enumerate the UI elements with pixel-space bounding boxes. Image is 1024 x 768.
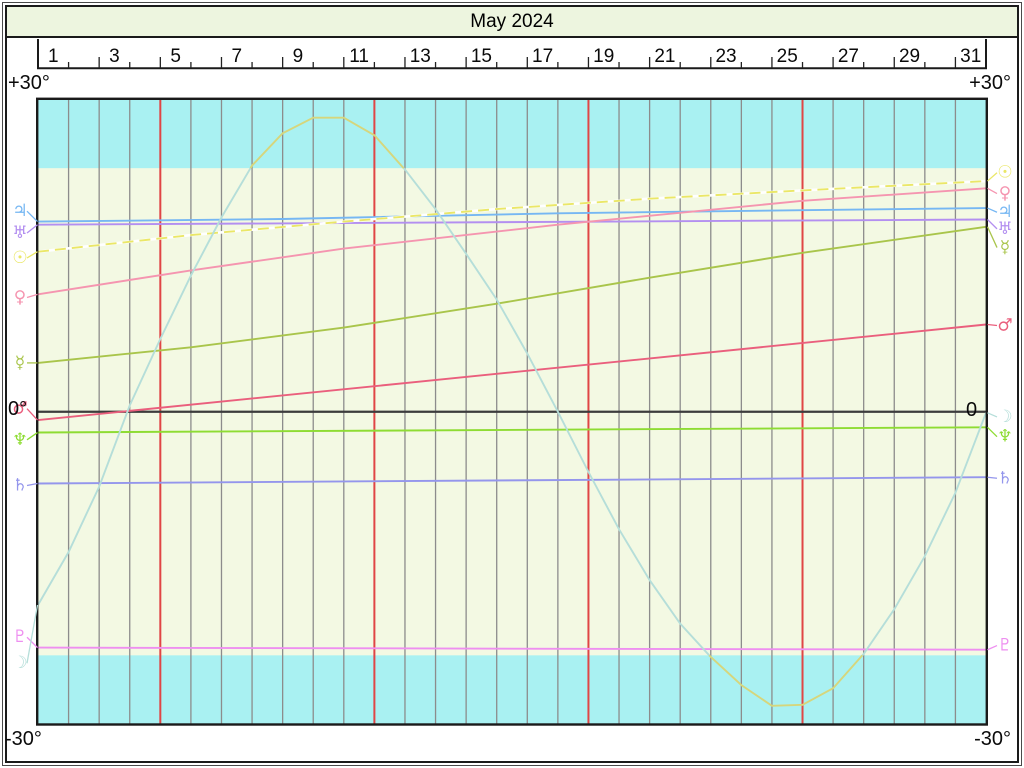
moon-declination-line xyxy=(861,412,987,656)
pluto-left-leader xyxy=(26,636,38,649)
saturn-declination-line xyxy=(37,476,987,485)
neptune-symbol-right: ♆ xyxy=(997,427,1012,447)
jupiter-symbol-right: ♃ xyxy=(997,202,1012,222)
neptune-right-leader xyxy=(987,426,998,438)
neptune-declination-line xyxy=(37,426,987,434)
saturn-symbol-right: ♄ xyxy=(997,468,1012,488)
uranus-symbol-right: ♅ xyxy=(997,219,1012,239)
neptune-symbol-left: ♆ xyxy=(12,430,27,450)
uranus-left-leader xyxy=(26,224,38,234)
uranus-right-leader xyxy=(987,219,998,230)
mars-symbol-left: ♂ xyxy=(12,399,27,419)
day-label: 21 xyxy=(654,46,675,67)
day-label: 1 xyxy=(48,46,59,67)
day-label: 5 xyxy=(170,46,181,67)
jupiter-symbol-left: ♃ xyxy=(12,201,27,221)
y-axis-label-top-right: +30° xyxy=(969,72,1011,94)
moon-declination-line xyxy=(403,167,710,656)
pluto-declination-line xyxy=(37,646,987,651)
moon-left-leader xyxy=(26,604,39,664)
day-label: 17 xyxy=(532,46,553,67)
moon-symbol-left: ☽ xyxy=(12,653,27,673)
y-axis-label-zero-left: 0° xyxy=(8,398,28,420)
day-label: 13 xyxy=(410,46,431,67)
chart-border xyxy=(36,97,988,726)
mercury-right-leader xyxy=(986,226,998,248)
mars-left-leader xyxy=(26,408,38,421)
jupiter-declination-line xyxy=(37,207,987,223)
sun-right-leader xyxy=(987,172,998,182)
venus-symbol-right: ♀ xyxy=(999,184,1011,204)
sun-symbol-left: ☉ xyxy=(12,248,27,268)
page-title: May 2024 xyxy=(470,10,554,32)
sun-symbol-right: ☉ xyxy=(997,163,1012,183)
day-label: 15 xyxy=(471,46,492,67)
mars-right-leader xyxy=(987,323,998,327)
moon-declination-line xyxy=(37,167,252,606)
day-label: 25 xyxy=(777,46,798,67)
venus-left-leader xyxy=(26,293,38,299)
day-label: 9 xyxy=(293,46,304,67)
day-label: 31 xyxy=(960,46,981,67)
uranus-symbol-left: ♅ xyxy=(12,223,27,243)
jupiter-right-leader xyxy=(987,207,998,213)
day-label: 7 xyxy=(231,46,242,67)
neptune-left-leader xyxy=(26,431,38,441)
out-of-bounds-band-south xyxy=(38,655,986,724)
mars-declination-line xyxy=(37,323,987,422)
out-of-bounds-band-north xyxy=(38,100,986,169)
moon-symbol-right: ☽ xyxy=(997,407,1012,427)
saturn-symbol-left: ♄ xyxy=(12,476,27,496)
pluto-symbol-right: ♇ xyxy=(997,636,1012,656)
day-label: 27 xyxy=(838,46,859,67)
day-label: 29 xyxy=(899,46,920,67)
jupiter-left-leader xyxy=(26,210,38,223)
pluto-symbol-left: ♇ xyxy=(12,627,27,647)
day-label: 3 xyxy=(109,46,120,67)
sun-declination-line xyxy=(37,180,987,253)
y-axis-label-bottom-right: -30° xyxy=(974,728,1011,750)
moon-declination-line xyxy=(708,654,864,707)
title-bar: May 2024 xyxy=(7,7,1017,38)
pluto-right-leader xyxy=(987,644,998,651)
day-label: 11 xyxy=(349,46,369,67)
mercury-symbol-right: ☿ xyxy=(1000,238,1010,258)
y-axis-label-top-left: +30° xyxy=(8,72,50,94)
moon-declination-line xyxy=(249,116,405,169)
sun-left-leader xyxy=(26,251,38,259)
venus-declination-line xyxy=(37,187,987,296)
venus-symbol-left: ♀ xyxy=(14,287,26,307)
y-axis-label-bottom-left: -30° xyxy=(5,728,42,750)
mars-symbol-right: ♂ xyxy=(997,315,1012,335)
y-axis-label-zero-right: 0 xyxy=(966,399,978,421)
window-inner-frame xyxy=(5,5,1019,763)
saturn-right-leader xyxy=(987,476,998,479)
uranus-declination-line xyxy=(37,218,987,226)
mercury-symbol-left: ☿ xyxy=(15,353,25,373)
day-label: 19 xyxy=(593,46,614,67)
venus-right-leader xyxy=(987,187,998,195)
mercury-declination-line xyxy=(37,225,987,364)
saturn-left-leader xyxy=(26,482,38,487)
moon-right-leader xyxy=(987,412,998,418)
day-label: 23 xyxy=(715,46,736,67)
